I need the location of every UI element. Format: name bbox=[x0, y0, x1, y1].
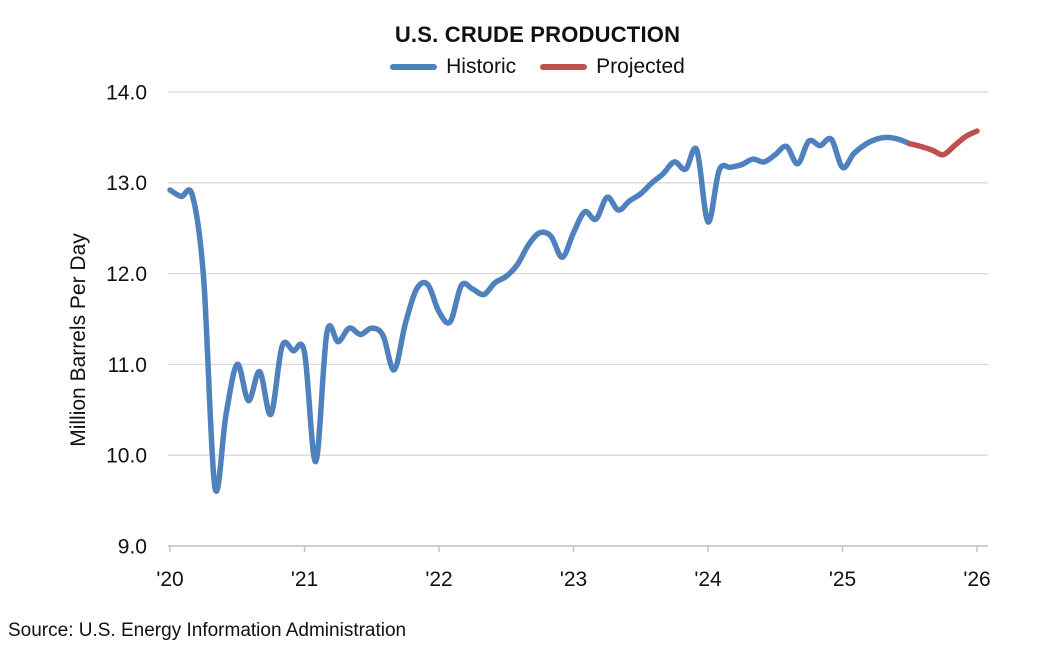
y-tick-label: 10.0 bbox=[106, 445, 147, 468]
legend-label-projected: Projected bbox=[596, 55, 685, 78]
x-tick-label: '21 bbox=[291, 568, 318, 591]
y-tick-label: 13.0 bbox=[106, 172, 147, 195]
historic-line bbox=[167, 134, 913, 494]
projected-line bbox=[907, 128, 980, 158]
x-tick-label: '24 bbox=[694, 568, 722, 591]
projected-line-swatch bbox=[540, 64, 588, 70]
y-tick-label: 9.0 bbox=[118, 535, 147, 558]
historic-line-swatch bbox=[390, 64, 438, 70]
x-tick-label: '23 bbox=[560, 568, 587, 591]
legend: Historic Projected bbox=[33, 55, 1042, 79]
y-tick-label: 12.0 bbox=[106, 263, 147, 286]
source-text: Source: U.S. Energy Information Administ… bbox=[8, 620, 407, 641]
x-tick-label: '20 bbox=[156, 568, 183, 591]
legend-item-historic: Historic bbox=[390, 55, 516, 79]
legend-label-historic: Historic bbox=[446, 55, 517, 78]
y-tick-label: 14.0 bbox=[106, 81, 147, 104]
y-tick-label: 11.0 bbox=[108, 354, 147, 377]
legend-item-projected: Projected bbox=[540, 55, 685, 79]
x-tick-label: '25 bbox=[829, 568, 856, 591]
chart-title: U.S. CRUDE PRODUCTION bbox=[394, 22, 681, 47]
x-tick-label: '26 bbox=[963, 568, 990, 591]
x-tick-label: '22 bbox=[425, 568, 452, 591]
